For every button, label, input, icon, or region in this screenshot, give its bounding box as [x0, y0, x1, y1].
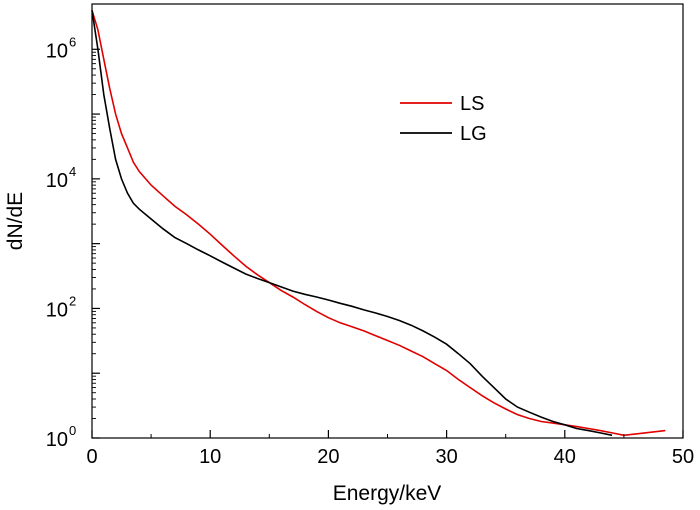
y-tick-label: 10	[46, 299, 68, 321]
y-tick-exponent: 2	[69, 293, 76, 308]
y-tick-exponent: 6	[69, 34, 76, 49]
x-tick-label: 0	[86, 446, 97, 468]
x-axis-title: Energy/keV	[333, 482, 442, 505]
x-tick-label: 20	[317, 446, 339, 468]
y-tick-label: 10	[46, 429, 68, 451]
y-tick-exponent: 0	[69, 423, 76, 438]
series-layer	[91, 10, 666, 437]
x-tick-label: 40	[554, 446, 576, 468]
x-tick-label: 30	[435, 446, 457, 468]
y-tick-label: 10	[46, 170, 68, 192]
y-tick-exponent: 4	[69, 164, 76, 179]
legend-label-ls: LS	[460, 93, 484, 115]
x-tick-label: 50	[672, 446, 694, 468]
y-axis-title: dN/dE	[4, 192, 27, 250]
series-line-ls	[91, 10, 666, 437]
x-tick-label: 10	[199, 446, 221, 468]
y-tick-label: 10	[46, 40, 68, 62]
legend: LS LG	[400, 93, 487, 145]
legend-label-lg: LG	[460, 123, 487, 145]
plot-frame	[91, 3, 684, 439]
series-line-lg	[91, 10, 613, 437]
